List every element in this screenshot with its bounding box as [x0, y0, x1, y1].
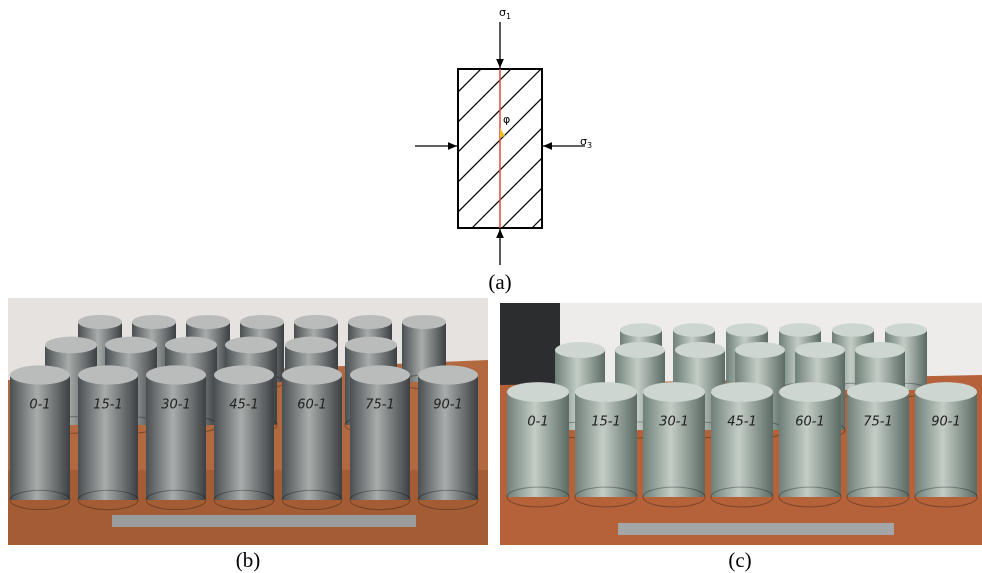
specimen [711, 392, 773, 497]
specimen-top [225, 337, 277, 354]
specimen-top [10, 365, 70, 384]
specimen-label: 90-1 [433, 398, 463, 413]
specimen-top [186, 315, 230, 329]
specimen-label: 90-1 [931, 415, 961, 430]
specimen-top [726, 323, 768, 336]
symbol: σ [499, 6, 506, 19]
specimen-top [348, 315, 392, 329]
specimen-label: 45-1 [229, 398, 259, 413]
specimen-top [165, 337, 217, 354]
specimen [282, 375, 342, 500]
specimen-top [345, 337, 397, 354]
specimen [847, 392, 909, 497]
stress-diagram: σ1 σ3 φ (a) [415, 0, 592, 350]
specimen-top [507, 382, 569, 402]
specimen-top [402, 315, 446, 329]
figure: σ1 σ3 φ (a) 0-115-130-145-160-175-190-1(… [0, 0, 982, 573]
specimen-top [735, 342, 785, 358]
ruler [618, 523, 894, 535]
specimen [146, 375, 206, 500]
sigma3-label: σ3 [580, 135, 592, 150]
specimen-top [282, 365, 342, 384]
specimen-top [620, 323, 662, 336]
specimen-label: 75-1 [365, 398, 395, 413]
specimen [507, 392, 569, 497]
specimen-top [711, 382, 773, 402]
specimen [643, 392, 705, 497]
specimen-top [885, 323, 927, 336]
specimen-top [294, 315, 338, 329]
specimen-top [779, 323, 821, 336]
specimen [575, 392, 637, 497]
subscript: 1 [506, 12, 511, 21]
specimen-top [214, 365, 274, 384]
specimen-label: 0-1 [29, 398, 50, 413]
specimen [418, 375, 478, 500]
specimen-top [45, 337, 97, 354]
specimen-top [240, 315, 284, 329]
specimen [214, 375, 274, 500]
dark-object [500, 303, 560, 393]
specimen [779, 392, 841, 497]
specimen-label: 30-1 [659, 415, 689, 430]
specimen-top [795, 342, 845, 358]
photo: 0-1 15-1 30-1 45-1 60-1 75-1 90-1 (c) [500, 303, 982, 572]
specimen-top [78, 365, 138, 384]
specimen-top [915, 382, 977, 402]
caption: (c) [728, 548, 751, 572]
specimen-label: 0-1 [527, 415, 548, 430]
caption: (b) [236, 548, 261, 572]
specimen-top [615, 342, 665, 358]
specimen [78, 375, 138, 500]
specimen-top [555, 342, 605, 358]
specimen-label: 30-1 [161, 398, 191, 413]
specimen [350, 375, 410, 500]
specimen-top [146, 365, 206, 384]
specimen-top [285, 337, 337, 354]
photo: 0-1 15-1 30-1 45-1 60-1 75-1 90-1 (b) [8, 298, 488, 572]
specimen-top [832, 323, 874, 336]
sigma1-label: σ1 [499, 6, 511, 21]
specimen [10, 375, 70, 500]
specimen-top [855, 342, 905, 358]
specimen-top [418, 365, 478, 384]
ruler [112, 515, 416, 527]
specimen-top [350, 365, 410, 384]
specimen-top [78, 315, 122, 329]
specimen-top [575, 382, 637, 402]
specimen-label: 60-1 [297, 398, 327, 413]
specimen-top [105, 337, 157, 354]
subscript: 3 [587, 141, 592, 150]
specimen-top [675, 342, 725, 358]
specimen-top [673, 323, 715, 336]
angle-label: φ [503, 113, 510, 126]
specimen-top [643, 382, 705, 402]
caption: (a) [488, 270, 511, 294]
specimen-top [779, 382, 841, 402]
specimen-label: 45-1 [727, 415, 757, 430]
specimen-label: 15-1 [93, 398, 123, 413]
specimen-label: 15-1 [591, 415, 621, 430]
specimen-label: 75-1 [863, 415, 893, 430]
specimen-top [847, 382, 909, 402]
symbol: σ [580, 135, 587, 148]
specimen-label: 60-1 [795, 415, 825, 430]
specimen [915, 392, 977, 497]
specimen-top [132, 315, 176, 329]
